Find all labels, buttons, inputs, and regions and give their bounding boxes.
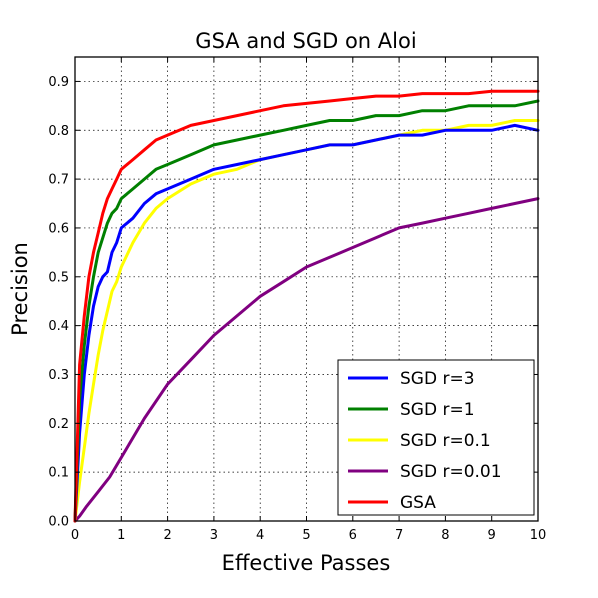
y-tick-label: 0.4 xyxy=(48,319,69,334)
axis-ticks: 0 1 2 3 4 5 6 7 8 9 10 0.0 0.1 0.2 0.3 0.4 0.5 0.6 0.7 0.8 0… xyxy=(48,57,546,543)
series-lines xyxy=(73,89,540,523)
x-tick-label: 8 xyxy=(441,528,449,543)
series-line-sgd-r-0-1 xyxy=(73,119,540,523)
y-tick-label: 0.8 xyxy=(48,124,69,139)
y-tick-label: 0.7 xyxy=(48,173,69,188)
y-tick-label: 0.9 xyxy=(48,75,69,90)
x-tick-label: 7 xyxy=(395,528,403,543)
legend-label: SGD r=3 xyxy=(400,369,475,389)
series-line-gsa xyxy=(73,89,540,523)
legend-label: SGD r=0.1 xyxy=(400,431,491,451)
x-tick-label: 9 xyxy=(488,528,496,543)
y-tick-label: 0.3 xyxy=(48,368,69,383)
series-line-sgd-r-1 xyxy=(73,99,540,523)
x-axis-title: Effective Passes xyxy=(222,551,391,575)
x-tick-label: 6 xyxy=(349,528,357,543)
y-tick-label: 0.1 xyxy=(48,466,69,481)
series-line-sgd-r-0-01 xyxy=(73,197,540,523)
x-tick-label: 4 xyxy=(256,528,264,543)
legend-label: SGD r=0.01 xyxy=(400,462,502,482)
y-tick-label: 0.0 xyxy=(48,515,69,530)
x-tick-label: 2 xyxy=(163,528,171,543)
series-line-sgd-r-3 xyxy=(73,123,540,523)
legend: SGD r=3 SGD r=1 SGD r=0.1 SGD r=0.01 GSA xyxy=(337,359,535,516)
legend-label: GSA xyxy=(400,493,436,513)
x-tick-label: 0 xyxy=(71,528,79,543)
y-tick-label: 0.6 xyxy=(48,221,69,236)
y-tick-label: 0.5 xyxy=(48,270,69,285)
x-tick-label: 1 xyxy=(117,528,125,543)
chart-title: GSA and SGD on Aloi xyxy=(195,29,416,53)
legend-label: SGD r=1 xyxy=(400,400,475,420)
x-tick-label: 10 xyxy=(530,528,547,543)
legend-box xyxy=(337,359,535,516)
x-tick-label: 3 xyxy=(210,528,218,543)
y-axis-title: Precision xyxy=(8,242,32,336)
x-tick-label: 5 xyxy=(302,528,310,543)
y-tick-label: 0.2 xyxy=(48,417,69,432)
